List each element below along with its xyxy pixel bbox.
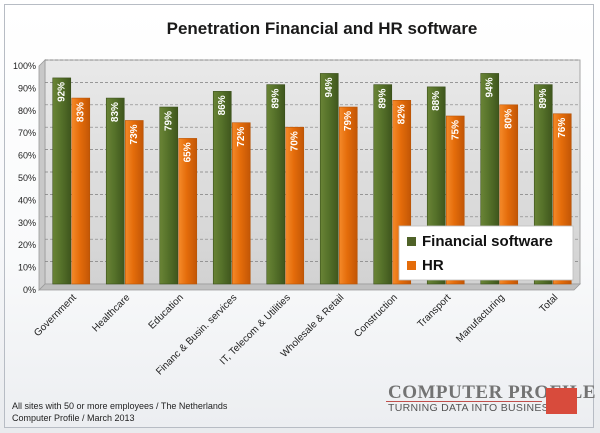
data-label: 83% [110,102,121,122]
y-tick-label: 20% [18,240,36,250]
legend-label: Financial software [422,233,553,250]
category-label: Education [147,292,186,331]
data-label: 94% [485,77,496,97]
data-label: 72% [236,127,247,147]
data-label: 82% [397,104,408,124]
bar-financial-software [266,84,286,285]
y-tick-label: 10% [18,263,36,273]
category-label: Transport [416,292,454,330]
category-label: Total [538,292,561,315]
data-label: 83% [76,102,87,122]
bar-hr [338,106,358,285]
category-label: Construction [352,292,399,339]
data-label: 89% [538,89,549,109]
y-tick-label: 70% [18,128,36,138]
data-label: 76% [557,118,568,138]
bar-hr [124,120,144,285]
y-tick-label: 100% [13,61,36,71]
y-tick-label: 90% [18,83,36,93]
y-tick-label: 0% [23,285,36,295]
y-tick-label: 50% [18,173,36,183]
bar-financial-software [52,77,72,285]
category-label: Healthcare [90,292,132,334]
logo-name: COMPUTER PROFILE [388,382,597,403]
bar-financial-software [105,97,125,285]
y-tick-label: 40% [18,195,36,205]
data-label: 88% [431,91,442,111]
plot-floor [38,283,581,291]
data-label: 89% [271,89,282,109]
bar-financial-software [159,106,179,285]
y-tick-label: 60% [18,151,36,161]
data-label: 79% [164,111,175,131]
data-label: 80% [504,109,515,129]
category-label: Manufacturing [454,292,507,345]
data-label: 73% [129,124,140,144]
data-label: 70% [290,131,301,151]
plot-area: 0% 10% 20% 30% 40% 50% 60% 70% 80% 90% 100% 92% 83% G… [13,59,581,378]
y-tick-label: 80% [18,106,36,116]
data-label: 75% [450,120,461,140]
data-label: 65% [183,142,194,162]
data-label: 86% [217,95,228,115]
footnote-source: Computer Profile / March 2013 [12,413,135,423]
logo-tagline: TURNING DATA INTO BUSINESS [388,402,557,414]
legend-swatch-financial-software [407,237,416,246]
category-label: Government [32,292,79,339]
chart-title: Penetration Financial and HR software [167,19,478,38]
legend: Financial software HR [398,225,574,281]
data-label: 94% [324,77,335,97]
y-tick-label: 30% [18,218,36,228]
bar-hr [285,126,305,285]
legend-box [398,225,574,281]
logo-square-icon [546,388,577,414]
bar-financial-software [373,84,393,285]
plot-side-wall [38,59,46,291]
bar-hr [231,122,251,285]
bar-hr [71,97,91,285]
legend-swatch-hr [407,261,416,270]
data-label: 92% [57,82,68,102]
footnote-scope: All sites with 50 or more employees / Th… [12,401,228,411]
bar-financial-software [212,91,232,285]
logo-divider [386,401,542,402]
bar-hr [178,138,198,285]
data-label: 79% [343,111,354,131]
bar-financial-software [319,73,339,285]
data-label: 89% [378,89,389,109]
legend-label: HR [422,257,444,274]
